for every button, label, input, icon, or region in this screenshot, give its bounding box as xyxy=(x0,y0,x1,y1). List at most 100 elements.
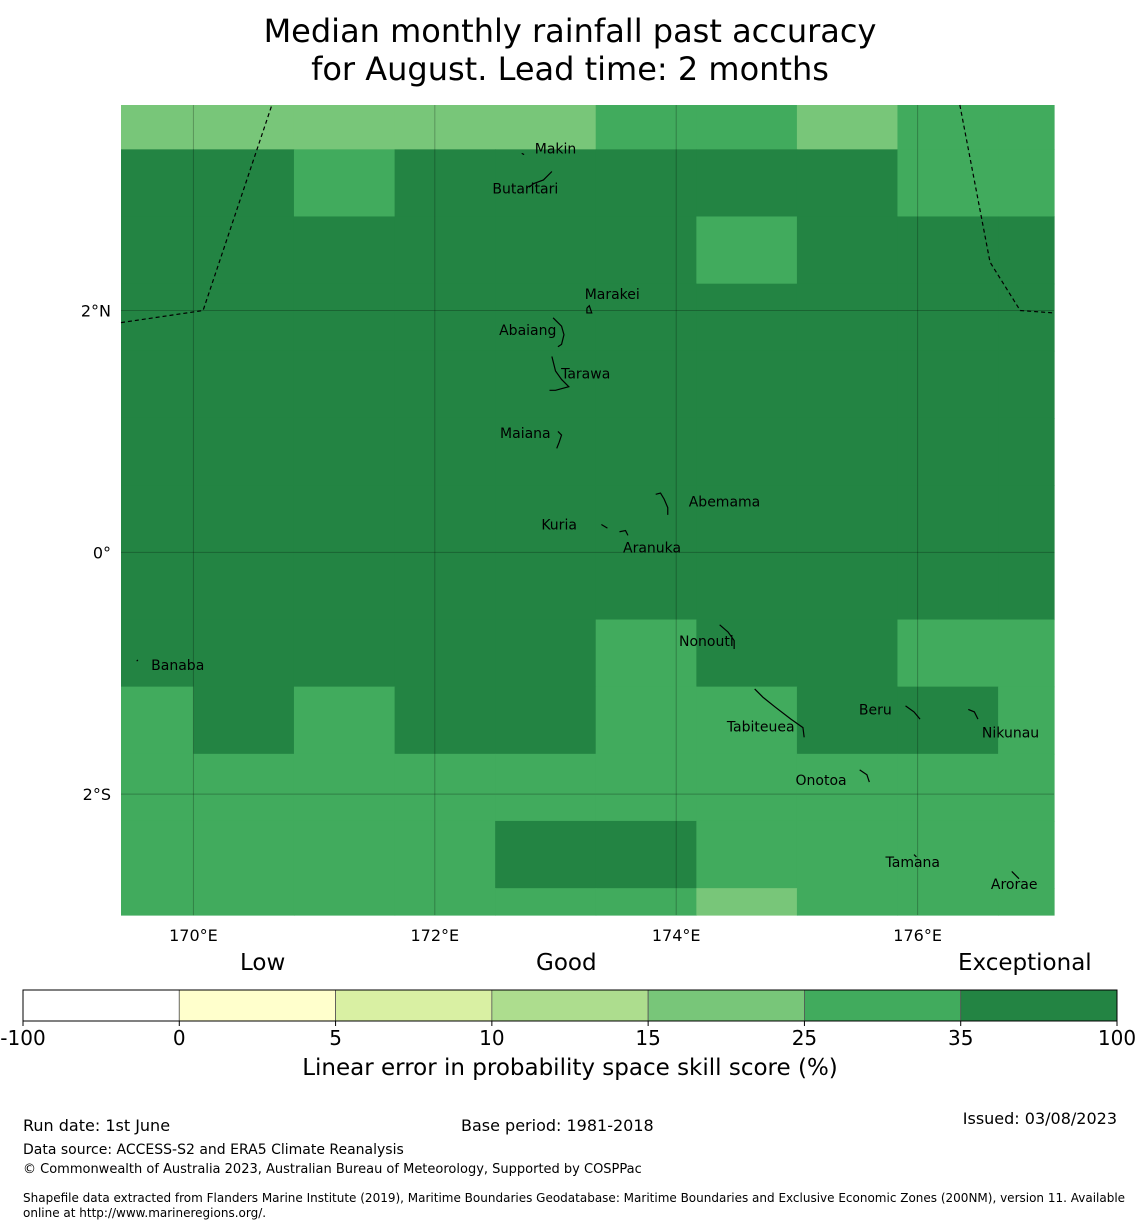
skill-cell-r0-c3 xyxy=(394,105,496,150)
skill-cell-r6-c9 xyxy=(998,485,1055,553)
skill-cell-r3-c3 xyxy=(394,283,496,352)
island-outline-onotoa xyxy=(859,769,870,783)
island-outline-butaritari xyxy=(528,171,553,188)
skill-cell-r2-c6 xyxy=(696,216,798,285)
skill-cell-r8-c5 xyxy=(595,619,697,688)
skill-cell-r2-c4 xyxy=(495,216,597,285)
skill-cell-r4-c0 xyxy=(121,350,195,419)
skill-cell-r4-c1 xyxy=(193,350,295,419)
skill-cell-r0-c8 xyxy=(897,105,999,150)
base-period: Base period: 1981-2018 xyxy=(461,1116,654,1135)
skill-cell-r2-c1 xyxy=(193,216,295,285)
category-exceptional-label: Exceptional xyxy=(958,950,1092,976)
skill-cell-r5-c7 xyxy=(796,417,899,486)
skill-cell-r12-c1 xyxy=(193,888,295,916)
island-label-arorae: Arorae xyxy=(991,877,1038,893)
colorbar-tick-label: 10 xyxy=(479,1026,504,1050)
skill-cell-r1-c0 xyxy=(121,149,195,218)
skill-cell-r0-c9 xyxy=(998,105,1055,150)
skill-cell-r3-c1 xyxy=(193,283,295,352)
skill-cell-r11-c9 xyxy=(998,820,1055,889)
skill-cell-r9-c4 xyxy=(495,686,597,755)
skill-cell-r10-c2 xyxy=(293,753,396,822)
skill-cell-r2-c0 xyxy=(121,216,195,285)
skill-cell-r10-c3 xyxy=(394,753,496,822)
skill-cell-r4-c8 xyxy=(897,350,999,419)
skill-cell-r1-c2 xyxy=(293,149,396,218)
colorbar-ticks: -100 0 5 10 15 25 35 100 xyxy=(0,1021,1136,1050)
category-good-label: Good xyxy=(536,950,597,976)
skill-grid-cells xyxy=(121,105,1055,916)
skill-cell-r5-c6 xyxy=(696,417,798,486)
eez-boundary-line xyxy=(120,104,273,324)
skill-cell-r3-c7 xyxy=(796,283,899,352)
colorbar-segment xyxy=(22,989,180,1022)
shapefile-credit-line1: Shapefile data extracted from Flanders M… xyxy=(23,1191,1126,1205)
map-title-line1: Median monthly rainfall past accuracy xyxy=(263,12,877,50)
skill-cell-r10-c6 xyxy=(696,753,798,822)
skill-cell-r10-c8 xyxy=(897,753,999,822)
lon-tick-label: 170°E xyxy=(169,926,218,945)
skill-cell-r4-c4 xyxy=(495,350,597,419)
skill-cell-r10-c4 xyxy=(495,753,597,822)
island-outline-tarawa xyxy=(549,356,570,391)
skill-cell-r3-c6 xyxy=(696,283,798,352)
skill-cell-r4-c5 xyxy=(595,350,697,419)
colorbar-segment xyxy=(960,989,1118,1022)
skill-cell-r4-c3 xyxy=(394,350,496,419)
island-outline-nikunau xyxy=(968,708,979,720)
skill-cell-r2-c2 xyxy=(293,216,396,285)
island-label-tabiteuea: Tabiteuea xyxy=(726,720,795,736)
skill-cell-r3-c9 xyxy=(998,283,1055,352)
lon-tick-label: 172°E xyxy=(410,926,459,945)
skill-cell-r11-c0 xyxy=(121,820,195,889)
skill-cell-r12-c5 xyxy=(595,888,697,916)
rainfall-skill-map: Makin Butaritari Marakei Abaiang Tarawa Maian… xyxy=(81,104,1055,945)
skill-cell-r12-c6 xyxy=(696,888,798,916)
skill-cell-r5-c9 xyxy=(998,417,1055,486)
skill-cell-r6-c8 xyxy=(897,485,999,553)
island-outline-kuria xyxy=(601,523,608,529)
island-label-nonouti: Nonouti xyxy=(679,634,734,650)
island-labels: Makin Butaritari Marakei Abaiang Tarawa Maian… xyxy=(151,142,1039,893)
island-label-abemama: Abemama xyxy=(689,495,761,511)
skill-cell-r6-c6 xyxy=(696,485,798,553)
skill-cell-r9-c5 xyxy=(595,686,697,755)
skill-cell-r3-c4 xyxy=(495,283,597,352)
skill-cell-r3-c2 xyxy=(293,283,396,352)
skill-cell-r6-c5 xyxy=(595,485,697,553)
colorbar-axis-label: Linear error in probability space skill … xyxy=(302,1055,838,1081)
skill-cell-r10-c9 xyxy=(998,753,1055,822)
skill-cell-r2-c7 xyxy=(796,216,899,285)
skill-cell-r7-c0 xyxy=(121,552,195,621)
lat-tick-label: 0° xyxy=(93,543,111,562)
skill-cell-r6-c4 xyxy=(495,485,597,553)
skill-cell-r7-c1 xyxy=(193,552,295,621)
skill-cell-r11-c5 xyxy=(595,820,697,889)
colorbar-tick-label: 5 xyxy=(329,1026,342,1050)
skill-cell-r11-c2 xyxy=(293,820,396,889)
skill-cell-r10-c7 xyxy=(796,753,899,822)
island-label-marakei: Marakei xyxy=(585,287,640,303)
island-label-makin: Makin xyxy=(535,142,577,158)
skill-cell-r1-c7 xyxy=(796,149,899,218)
skill-cell-r8-c0 xyxy=(121,619,195,688)
lon-tick-label: 174°E xyxy=(652,926,701,945)
skill-cell-r6-c2 xyxy=(293,485,396,553)
skill-cell-r9-c8 xyxy=(897,686,999,755)
lat-tick-label: 2°S xyxy=(83,785,111,804)
skill-cell-r6-c1 xyxy=(193,485,295,553)
lon-tick-label: 176°E xyxy=(893,926,942,945)
colorbar-tick-label: 35 xyxy=(948,1026,973,1050)
island-outline-abaiang xyxy=(552,317,565,348)
colorbar-frame xyxy=(22,989,1118,1022)
colorbar: -100 0 5 10 15 25 35 100 xyxy=(0,989,1136,1050)
skill-cell-r8-c7 xyxy=(796,619,899,688)
island-outline-abemama xyxy=(655,492,669,515)
skill-cell-r7-c2 xyxy=(293,552,396,621)
skill-cell-r6-c3 xyxy=(394,485,496,553)
skill-cell-r1-c8 xyxy=(897,149,999,218)
skill-cell-r0-c4 xyxy=(495,105,597,150)
island-label-tarawa: Tarawa xyxy=(560,367,610,383)
colorbar-segment xyxy=(335,989,493,1022)
